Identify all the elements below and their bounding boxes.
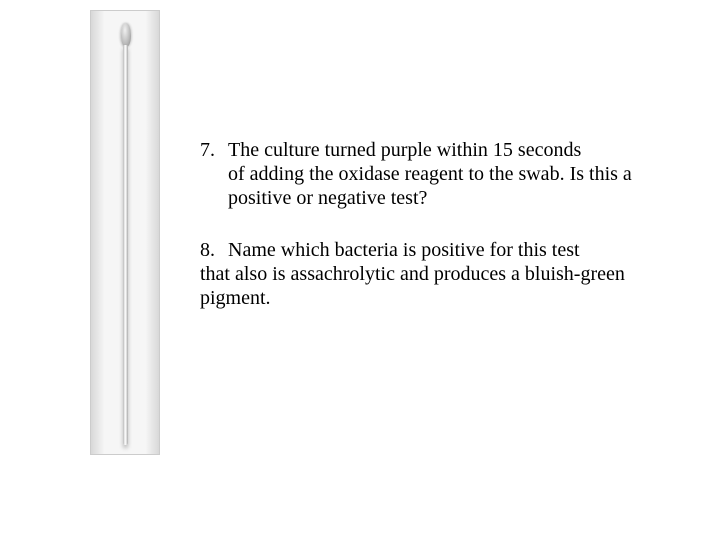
- question-text-line1: The culture turned purple within 15 seco…: [228, 138, 670, 162]
- question-7: 7. The culture turned purple within 15 s…: [200, 138, 670, 210]
- swab-stick-icon: [123, 45, 128, 445]
- question-number: 7.: [200, 138, 228, 162]
- question-text-rest: of adding the oxidase reagent to the swa…: [200, 162, 670, 210]
- question-text-rest: that also is assachrolytic and produces …: [200, 262, 670, 310]
- question-text-line1: Name which bacteria is positive for this…: [228, 238, 670, 262]
- swab-tip-icon: [121, 23, 131, 47]
- question-number: 8.: [200, 238, 228, 262]
- questions-content: 7. The culture turned purple within 15 s…: [200, 138, 670, 338]
- question-8: 8. Name which bacteria is positive for t…: [200, 238, 670, 310]
- swab-image-panel: [90, 10, 160, 455]
